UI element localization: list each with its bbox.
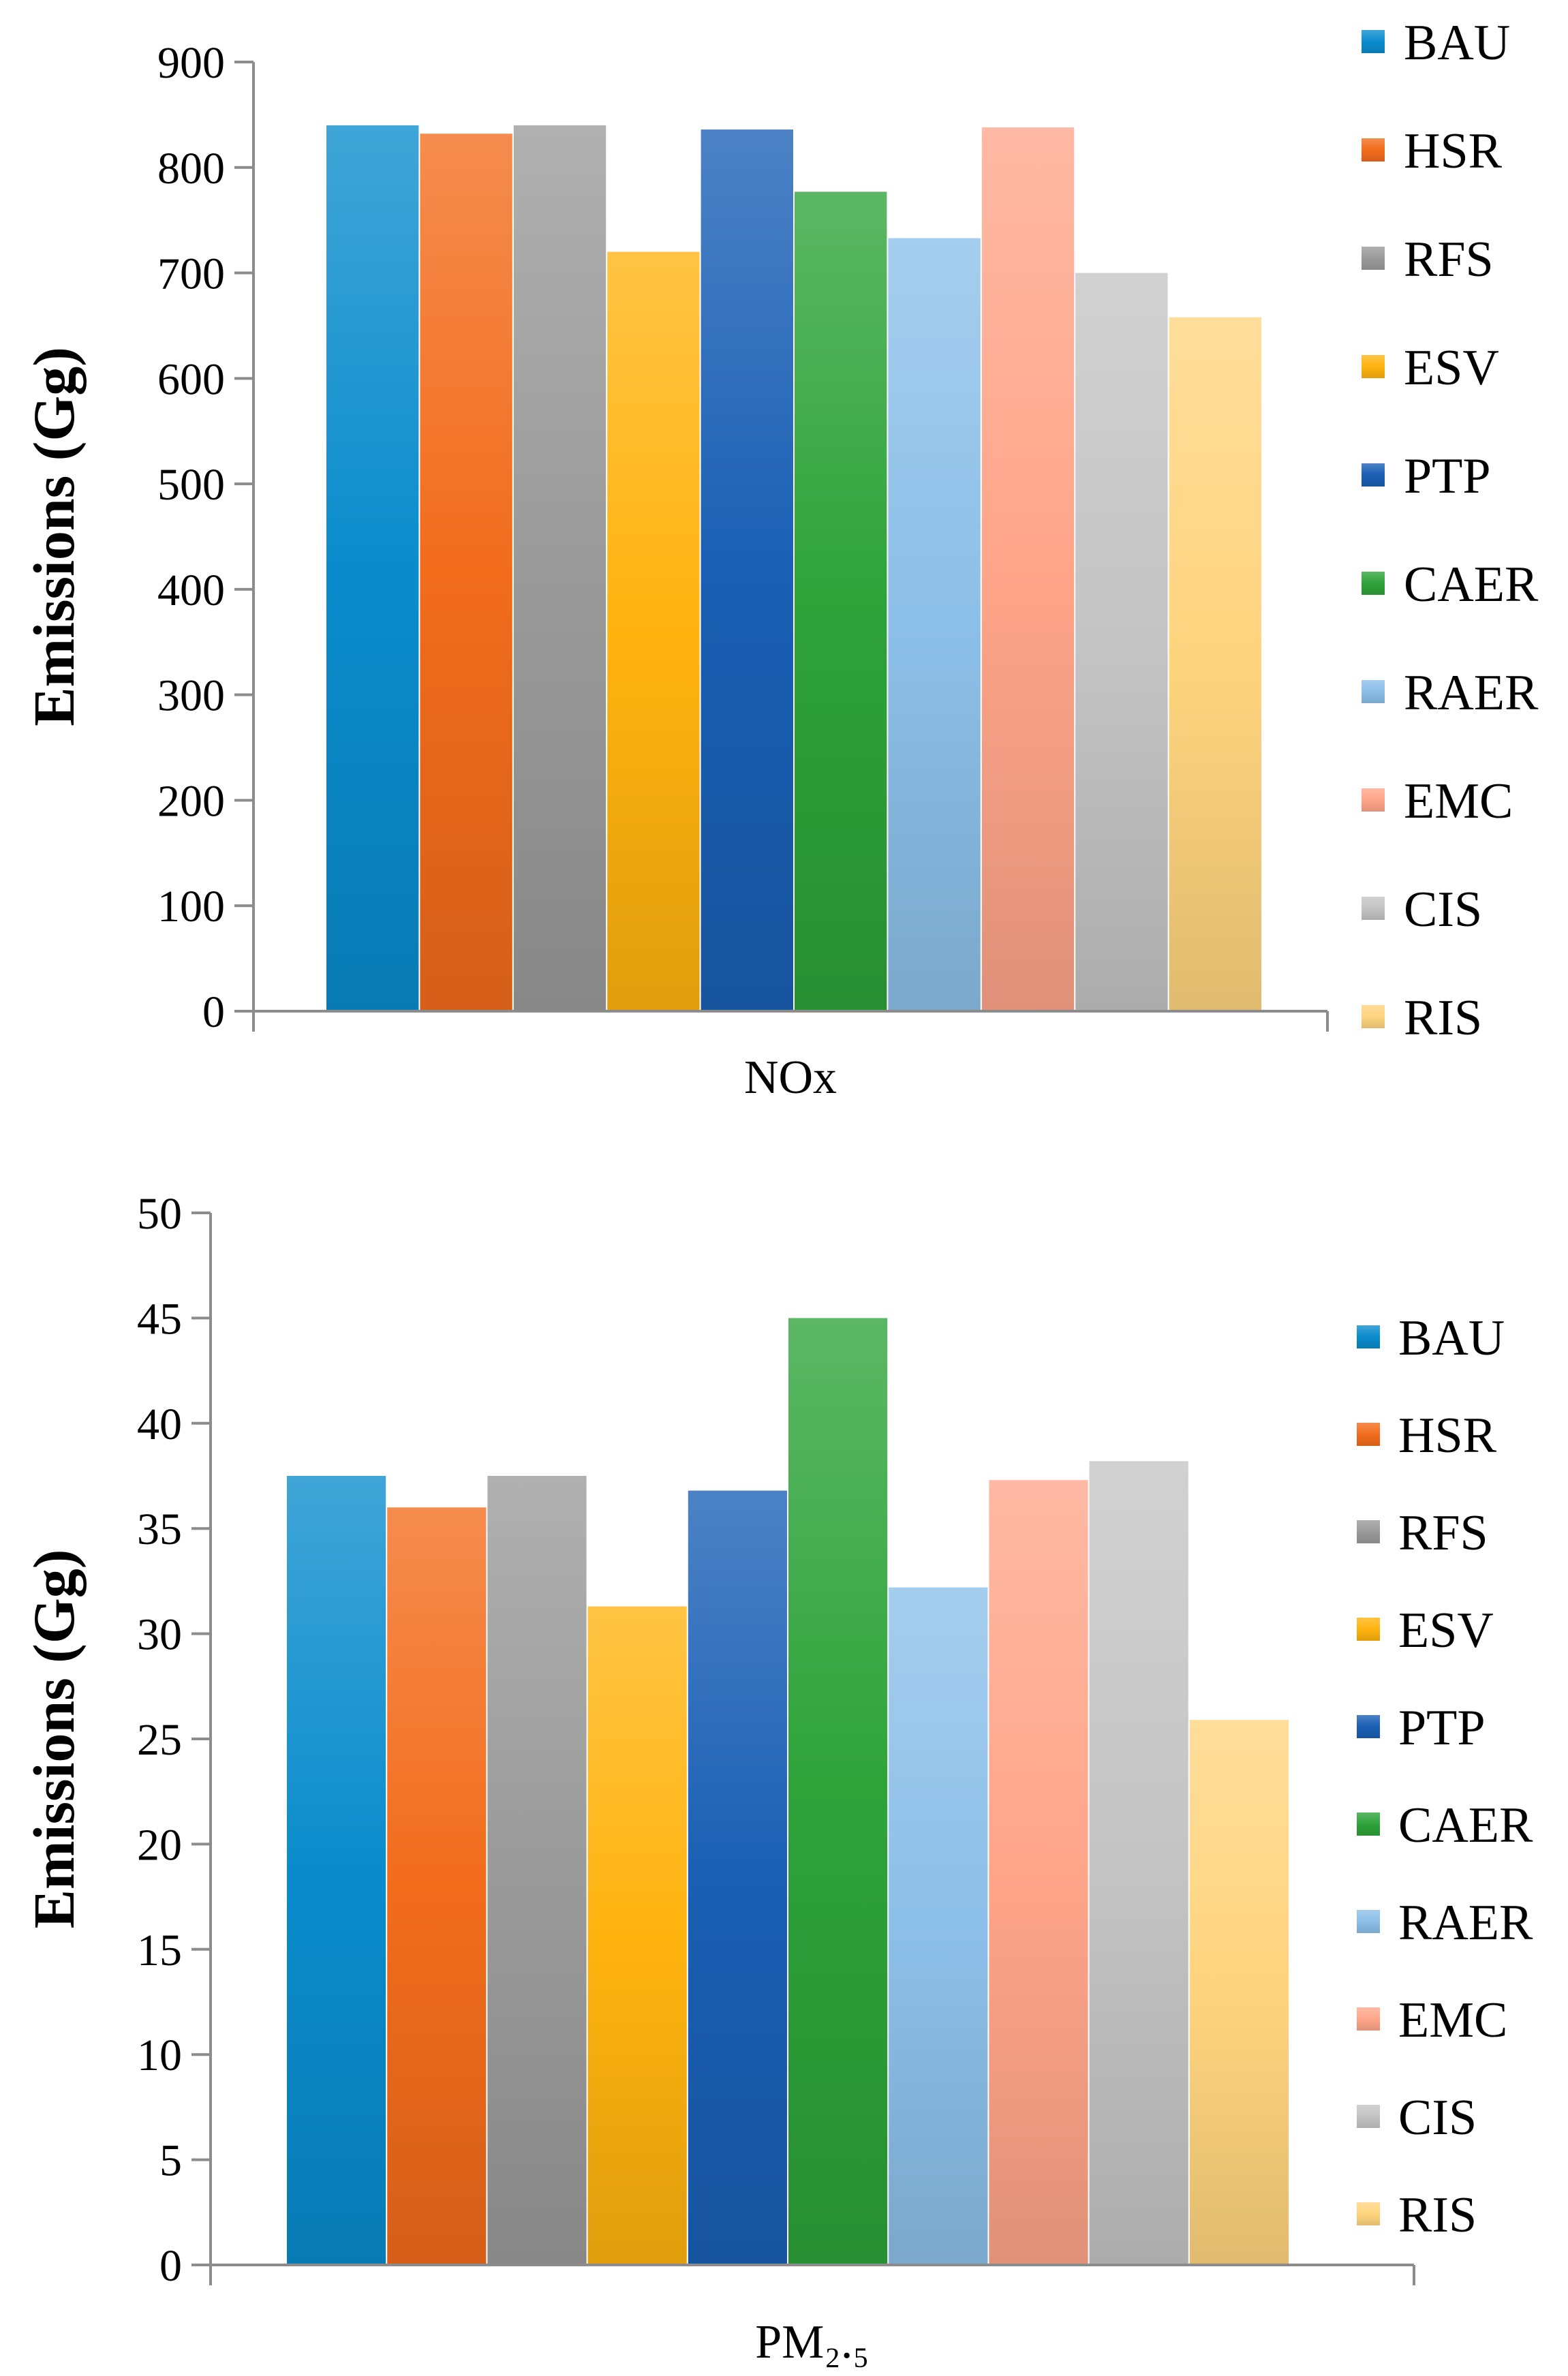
pm25-legend-label-rfs: RFS <box>1398 1505 1488 1561</box>
nox-legend-label-ptp: PTP <box>1404 448 1491 504</box>
nox-legend-label-caer: CAER <box>1404 557 1539 613</box>
nox-ytick-label: 100 <box>157 882 225 931</box>
nox-legend-label-emc: EMC <box>1404 773 1513 829</box>
nox-y-axis-title: Emissions (Gg) <box>21 347 87 726</box>
nox-bar-hsr <box>420 134 512 1012</box>
pm25-ytick-label: 30 <box>137 1610 182 1660</box>
pm25-ytick-label: 35 <box>137 1505 182 1554</box>
pm25-bar-esv <box>587 1606 687 2265</box>
nox-legend-swatch-cis <box>1362 897 1385 920</box>
pm25-ytick-label: 40 <box>137 1400 182 1449</box>
nox-bar-emc <box>981 127 1075 1011</box>
pm25-legend-label-ptp: PTP <box>1398 1700 1486 1756</box>
pm25-ytick-label: 45 <box>137 1294 182 1344</box>
pm25-ytick-label: 25 <box>137 1715 182 1765</box>
pm25-bar-hsr <box>387 1507 487 2265</box>
nox-legend-label-bau: BAU <box>1404 15 1510 71</box>
pm25-bar-cis <box>1089 1461 1188 2265</box>
nox-legend-swatch-bau <box>1362 30 1385 53</box>
nox-ytick-label: 200 <box>157 776 225 826</box>
pm25-bar-ris <box>1189 1720 1289 2265</box>
nox-legend-swatch-hsr <box>1362 138 1385 161</box>
nox-legend-swatch-raer <box>1362 680 1385 703</box>
pm25-legend: BAU HSR RFS ESV PTP CAER RAER EMC CIS RIS <box>1357 1310 1533 2243</box>
nox-ytick-label: 300 <box>157 671 225 721</box>
nox-emissions-chart: 0 100 200 300 400 500 600 700 800 900 NOx Emissions… <box>21 15 1539 1104</box>
pm25-legend-swatch-caer <box>1357 1812 1380 1836</box>
nox-ytick-label: 900 <box>157 38 225 88</box>
nox-bar-cis <box>1075 273 1168 1012</box>
nox-ytick-label: 700 <box>157 249 225 299</box>
pm25-ytick-label: 20 <box>137 1820 182 1870</box>
nox-legend-swatch-esv <box>1362 355 1385 378</box>
nox-bar-rfs <box>513 125 606 1011</box>
pm25-legend-swatch-cis <box>1357 2105 1380 2128</box>
nox-legend-label-esv: ESV <box>1404 340 1499 396</box>
pm25-legend-swatch-rfs <box>1357 1520 1380 1543</box>
pm25-ytick-label: 0 <box>159 2241 182 2291</box>
pm25-legend-label-bau: BAU <box>1398 1310 1505 1366</box>
nox-legend-label-ris: RIS <box>1404 990 1482 1046</box>
nox-legend-swatch-caer <box>1362 572 1385 595</box>
nox-legend-swatch-ptp <box>1362 463 1385 487</box>
pm25-bar-rfs <box>487 1476 587 2265</box>
nox-bar-ptp <box>701 129 793 1012</box>
pm25-ytick-label: 50 <box>137 1189 182 1239</box>
nox-legend-label-raer: RAER <box>1404 665 1539 721</box>
nox-bar-ris <box>1169 317 1261 1012</box>
nox-legend-label-cis: CIS <box>1404 882 1482 938</box>
nox-bar-caer <box>795 191 887 1011</box>
nox-legend-swatch-ris <box>1362 1005 1385 1028</box>
nox-legend-label-hsr: HSR <box>1404 123 1503 179</box>
pm25-legend-swatch-bau <box>1357 1325 1380 1348</box>
nox-ytick-label: 500 <box>157 460 225 510</box>
pm25-legend-label-raer: RAER <box>1398 1895 1533 1951</box>
pm25-legend-label-esv: ESV <box>1398 1603 1494 1658</box>
pm25-category-label: PM₂.₅ <box>755 2316 869 2369</box>
nox-ytick-label: 400 <box>157 566 225 615</box>
pm25-bar-caer <box>788 1318 888 2265</box>
nox-bar-esv <box>607 251 700 1012</box>
pm25-legend-swatch-ris <box>1357 2202 1380 2225</box>
pm25-legend-swatch-esv <box>1357 1618 1380 1641</box>
pm25-y-axis-title: Emissions (Gg) <box>21 1549 87 1929</box>
nox-legend-label-rfs: RFS <box>1404 232 1494 288</box>
nox-legend: BAU HSR RFS ESV PTP CAER RAER EMC CIS RIS <box>1362 15 1539 1046</box>
nox-ytick-label: 600 <box>157 354 225 404</box>
pm25-ytick-label: 5 <box>159 2136 182 2186</box>
nox-ytick-label: 0 <box>202 987 225 1037</box>
pm25-ytick-label: 15 <box>137 1926 182 1975</box>
nox-ytick-label: 800 <box>157 144 225 194</box>
pm25-legend-label-cis: CIS <box>1398 2090 1477 2146</box>
pm25-emissions-chart: 0 5 10 15 20 25 30 35 40 45 50 PM₂.₅ Emissions (Gg) B… <box>21 1189 1533 2369</box>
nox-legend-swatch-rfs <box>1362 247 1385 270</box>
pm25-bar-emc <box>989 1480 1088 2265</box>
pm25-legend-label-hsr: HSR <box>1398 1408 1497 1464</box>
nox-legend-swatch-emc <box>1362 788 1385 812</box>
pm25-legend-label-emc: EMC <box>1398 1992 1507 2048</box>
pm25-legend-swatch-hsr <box>1357 1423 1380 1446</box>
pm25-legend-swatch-raer <box>1357 1910 1380 1933</box>
pm25-legend-swatch-ptp <box>1357 1715 1380 1738</box>
pm25-legend-label-caer: CAER <box>1398 1798 1533 1853</box>
pm25-bar-raer <box>889 1587 988 2265</box>
nox-category-label: NOx <box>744 1051 837 1104</box>
pm25-legend-label-ris: RIS <box>1398 2187 1477 2243</box>
nox-bar-bau <box>326 125 419 1011</box>
pm25-legend-swatch-emc <box>1357 2007 1380 2031</box>
pm25-bar-bau <box>287 1476 386 2265</box>
pm25-ytick-label: 10 <box>137 2031 182 2080</box>
nox-bar-raer <box>888 238 981 1011</box>
pm25-bar-ptp <box>688 1490 787 2265</box>
